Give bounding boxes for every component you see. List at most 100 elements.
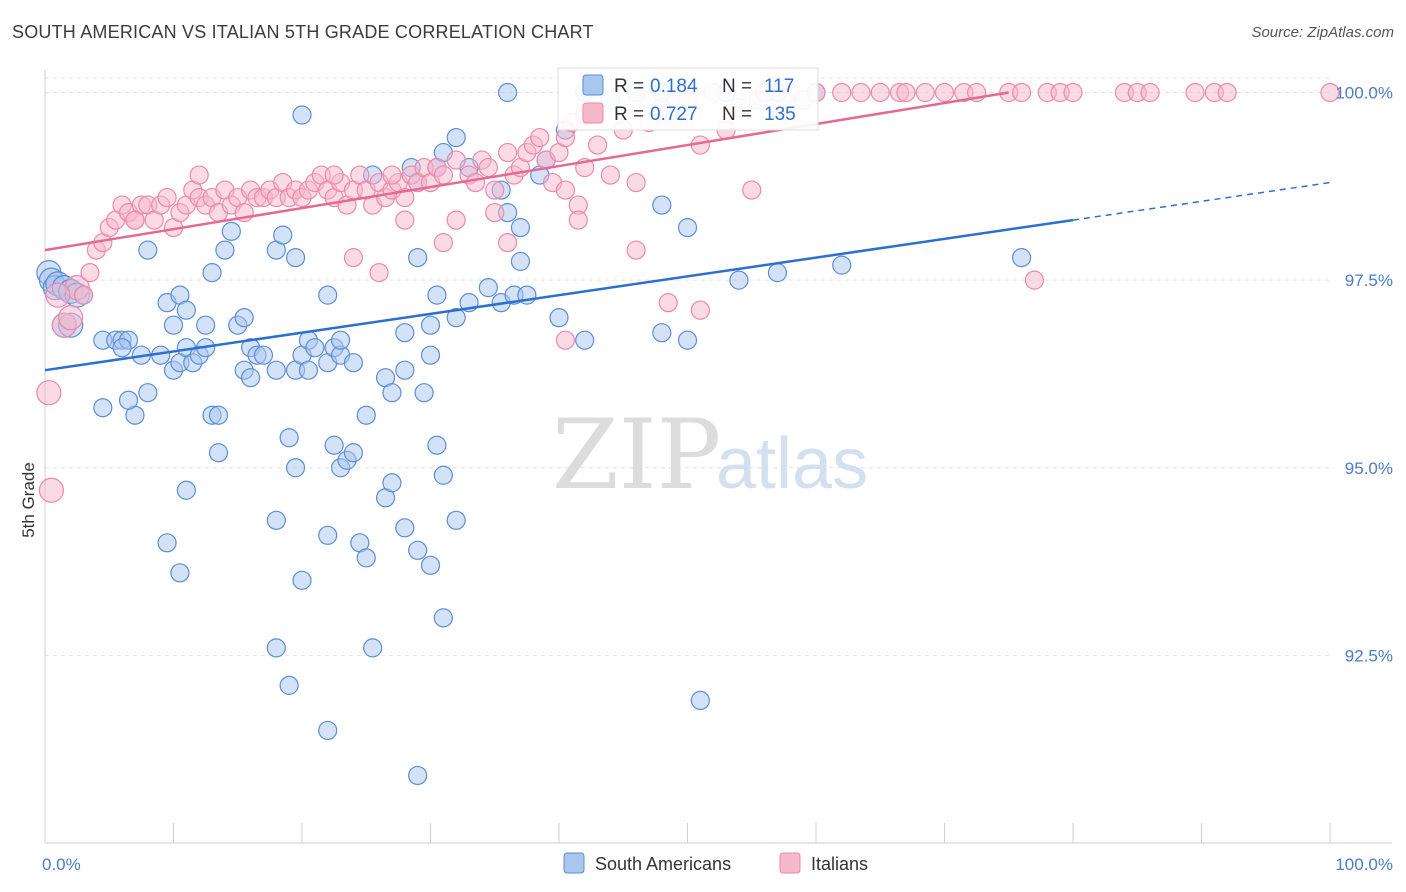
italian-point (1217, 82, 1237, 103)
south-american-point (382, 383, 402, 403)
south-american-point (266, 510, 286, 530)
x-tick-labels: 0.0% 100.0% (42, 855, 1393, 874)
y-tick-label: 100.0% (1335, 84, 1393, 103)
south-american-point (652, 323, 672, 343)
south-american-point (176, 480, 196, 500)
italian-point (324, 165, 344, 185)
legend-r-label-0: R = (614, 76, 644, 97)
italian-point (369, 263, 389, 283)
italian-point (530, 127, 550, 148)
south-american-point (253, 345, 274, 365)
south-american-point (266, 638, 286, 658)
south-american-point (202, 263, 222, 283)
italian-point (626, 172, 646, 193)
italian-point (600, 165, 621, 185)
south-american-point (395, 360, 415, 380)
south-americans-trend-extension (1072, 181, 1331, 221)
south-american-point (163, 315, 184, 335)
south-american-point (356, 405, 376, 425)
south-american-point (273, 225, 293, 245)
south-american-point (549, 308, 569, 328)
italian-point (568, 210, 588, 230)
trend-lines (44, 91, 1331, 372)
south-american-point (408, 540, 428, 560)
italian-point (45, 282, 71, 308)
south-american-point (427, 435, 447, 455)
legend-swatch-pink (582, 102, 604, 124)
italian-point (1185, 82, 1205, 103)
south-american-point (266, 360, 286, 380)
south-american-point (241, 368, 261, 388)
italian-point (343, 248, 363, 268)
south-american-point (292, 105, 312, 125)
italian-point (555, 330, 576, 350)
legend-n-value-0: 117 (764, 76, 794, 97)
y-tick-label: 95.0% (1345, 459, 1393, 478)
south-american-point (832, 255, 852, 275)
south-american-point (279, 428, 299, 448)
italian-point (465, 172, 486, 193)
italian-point (934, 82, 955, 103)
south-american-point (118, 390, 139, 410)
south-american-point (420, 555, 441, 575)
italian-point (832, 82, 852, 103)
italian-point (1063, 82, 1083, 103)
south-american-point (318, 285, 338, 305)
italian-point (1024, 270, 1045, 290)
italian-point (382, 165, 402, 185)
south-american-point (196, 315, 216, 335)
italian-point (915, 82, 935, 103)
south-american-point (510, 218, 531, 238)
watermark-atlas: atlas (716, 424, 868, 504)
italian-point (870, 82, 890, 103)
legend-swatch-blue (582, 74, 604, 96)
italians-trend-line (44, 91, 1009, 252)
y-tick-label: 97.5% (1345, 271, 1393, 290)
south-american-point (498, 82, 518, 103)
italian-point (742, 180, 762, 200)
y-tick-label: 92.5% (1345, 646, 1393, 665)
south-american-point (729, 270, 749, 290)
south-american-point (330, 330, 351, 350)
italian-point (555, 180, 576, 200)
south-american-point (93, 398, 113, 418)
south-american-point (446, 510, 466, 530)
south-american-point (292, 570, 312, 590)
south-american-point (767, 263, 788, 283)
south-american-point (318, 720, 338, 741)
italian-point (587, 135, 608, 155)
south-american-point (677, 218, 698, 238)
italian-point (125, 210, 145, 230)
south-american-point (382, 473, 402, 493)
south-american-point (138, 240, 158, 260)
south-american-point (446, 127, 466, 148)
italian-point (38, 477, 65, 503)
italian-point (189, 165, 209, 185)
italian-point (478, 157, 498, 178)
chart-title: SOUTH AMERICAN VS ITALIAN 5TH GRADE CORR… (12, 22, 594, 42)
legend-r-label-1: R = (614, 104, 644, 125)
south-american-point (298, 360, 319, 380)
italian-point (1140, 82, 1160, 103)
y-axis-label: 5th Grade (19, 462, 38, 538)
italian-point (73, 285, 94, 305)
south-american-point (234, 308, 254, 328)
italian-point (498, 142, 518, 163)
south-american-point (112, 338, 132, 358)
south-american-point (285, 458, 306, 478)
italian-point (1320, 82, 1340, 103)
legend-n-label-0: N = (722, 76, 752, 97)
south-american-point (221, 221, 241, 241)
italian-point (157, 187, 177, 208)
y-tick-labels: 92.5% 95.0% 97.5% 100.0% (1335, 84, 1393, 666)
bottom-legend-swatch-pink (779, 852, 801, 874)
italian-point (395, 210, 415, 230)
south-american-point (363, 638, 383, 658)
italian-point (446, 210, 466, 230)
italian-point (626, 240, 646, 260)
source-credit: Source: ZipAtlas.com (1251, 24, 1394, 41)
bottom-legend-italians: Italians (811, 854, 868, 874)
stats-legend: R = 0.184 N = 117 R = 0.727 N = 135 (557, 67, 819, 131)
south-american-point (343, 353, 363, 373)
south-american-point (170, 563, 190, 583)
